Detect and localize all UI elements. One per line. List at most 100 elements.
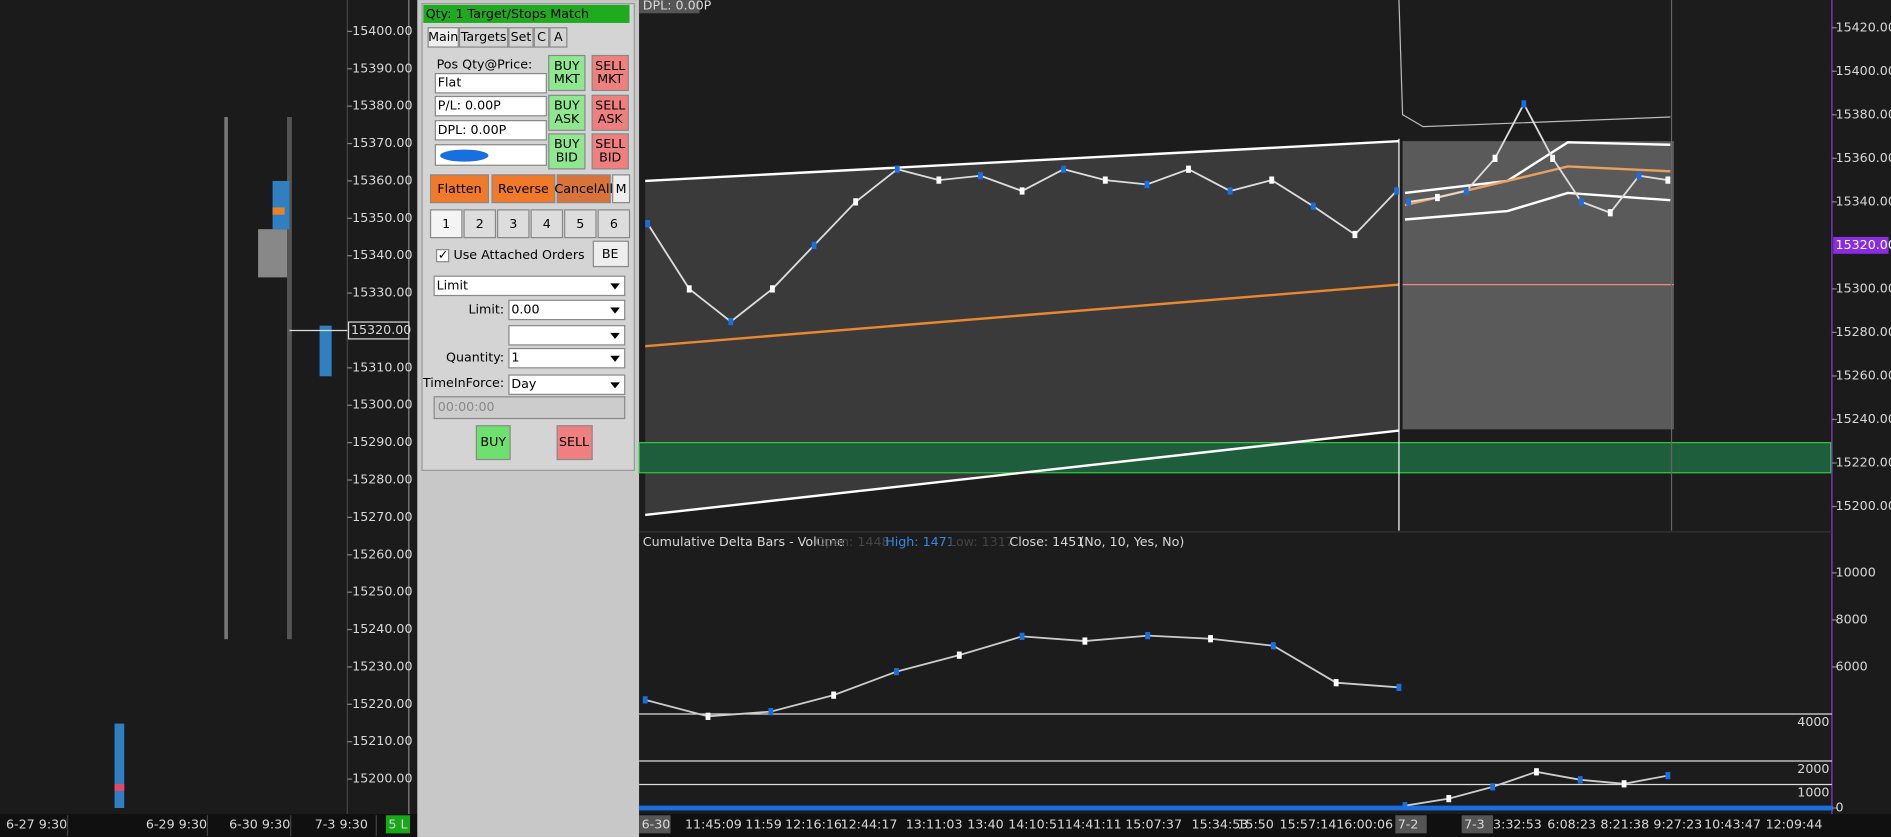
- number-button[interactable]: [496, 209, 530, 239]
- number-button[interactable]: [530, 209, 564, 239]
- order-button-label: SELL: [595, 58, 625, 73]
- dropdown[interactable]: [508, 347, 626, 369]
- y-tick-label: 15260.00: [1836, 367, 1891, 382]
- time-label: 13:40: [967, 816, 1003, 831]
- action-button-label: CancelAll: [554, 181, 613, 196]
- field[interactable]: [434, 72, 547, 94]
- indicator-open: Open: 1448: [815, 534, 889, 549]
- tab[interactable]: [508, 27, 534, 48]
- order-button-label: SELL: [595, 136, 625, 151]
- price-close-bar: [1463, 187, 1469, 195]
- current-price-box: [347, 321, 410, 340]
- order-button[interactable]: [591, 94, 629, 131]
- field[interactable]: [434, 95, 547, 117]
- action-button[interactable]: [556, 174, 611, 204]
- y-tick-label: 15400.00: [352, 23, 412, 38]
- status-badge: [385, 815, 411, 834]
- time-label: 6-30: [642, 816, 671, 831]
- time-label: 11:59: [745, 816, 781, 831]
- date-strip: [0, 814, 418, 837]
- dropdown[interactable]: [508, 299, 626, 321]
- tab[interactable]: [549, 27, 568, 48]
- time-label: 7-3: [1464, 816, 1485, 831]
- time-label: 14:41:11: [1065, 816, 1122, 831]
- price-close-bar: [1550, 154, 1556, 162]
- delta-bar: [1577, 776, 1583, 784]
- y-tick-label: 15310.00: [352, 359, 412, 374]
- price-close-bar: [811, 241, 817, 250]
- price-close-bar: [1394, 187, 1399, 195]
- time-label: 10:43:47: [1704, 816, 1761, 831]
- number-label: 6: [610, 216, 618, 231]
- action-button[interactable]: [429, 174, 490, 204]
- sell-button[interactable]: [556, 425, 593, 461]
- order-button-label: BID: [599, 150, 621, 165]
- dropdown[interactable]: [508, 374, 626, 395]
- number-button[interactable]: [429, 209, 463, 239]
- y-tick-label: 1000: [1797, 784, 1829, 799]
- field-label: Quantity:: [446, 350, 504, 365]
- buy-button[interactable]: [475, 425, 511, 461]
- tab[interactable]: [533, 27, 550, 48]
- number-button[interactable]: [597, 209, 631, 239]
- envelope: [645, 429, 1400, 517]
- order-button[interactable]: [591, 133, 629, 170]
- checkbox[interactable]: [435, 249, 450, 263]
- delta-bar: [1534, 768, 1539, 776]
- delta-bar: [831, 691, 837, 699]
- order-button[interactable]: [548, 133, 586, 170]
- dropdown-value: 1: [511, 350, 519, 365]
- y-tick-label: 15350.00: [352, 210, 412, 225]
- y-tick-label: 15220.00: [352, 696, 412, 711]
- delta-bar: [642, 696, 648, 704]
- number-button[interactable]: [463, 209, 497, 239]
- order-button-label: ASK: [554, 111, 580, 126]
- price-close-bar: [978, 172, 983, 180]
- tab[interactable]: [458, 27, 509, 48]
- action-button-label: Reverse: [498, 181, 549, 196]
- price-close-bar: [645, 220, 651, 228]
- tab-label: C: [537, 29, 546, 44]
- delta-bar: [1145, 632, 1151, 640]
- left-chart-bg: [0, 0, 418, 837]
- number-label: 1: [442, 216, 450, 231]
- y-tick-label: 15400.00: [1836, 63, 1891, 78]
- action-button[interactable]: [612, 174, 631, 204]
- time-value: 00:00:00: [438, 399, 495, 414]
- time-highlight: [1461, 815, 1494, 834]
- profile-bars: [114, 783, 125, 792]
- dropdown-arrow: [610, 355, 620, 362]
- profile-stripe: [287, 117, 292, 640]
- pos-label: Pos Qty@Price:: [437, 57, 533, 72]
- time-field[interactable]: [433, 396, 626, 420]
- y-tick-label: 15420.00: [1836, 19, 1891, 34]
- order-button-label: SELL: [595, 98, 625, 113]
- action-button[interactable]: [491, 174, 556, 204]
- time-label: 16:00:06: [1336, 816, 1393, 831]
- dropdown[interactable]: [433, 275, 626, 297]
- order-button[interactable]: [548, 94, 586, 131]
- y-tick-label: 6000: [1836, 658, 1868, 673]
- y-tick-label: 15260.00: [352, 546, 412, 561]
- y-tick-label: 15250.00: [352, 584, 412, 599]
- delta-bar: [1270, 642, 1276, 650]
- y-tick-label: 15330.00: [352, 285, 412, 300]
- field[interactable]: [434, 120, 547, 141]
- dropdown[interactable]: [508, 325, 626, 346]
- price-close-bar: [1492, 154, 1498, 162]
- number-button[interactable]: [564, 209, 597, 239]
- order-button[interactable]: [548, 54, 586, 92]
- price-close-bar: [1607, 209, 1613, 217]
- current-price-box: [1833, 236, 1889, 254]
- tab[interactable]: [427, 27, 459, 48]
- indicator-close: Close: 1451: [1009, 534, 1084, 549]
- y-tick-label: 15360.00: [1836, 150, 1891, 165]
- price-close-bar: [770, 285, 775, 293]
- order-button[interactable]: [591, 54, 629, 92]
- status: 5 L: [388, 816, 407, 831]
- profile-stripe: [224, 117, 228, 640]
- y-tick-label: 15360.00: [352, 172, 412, 187]
- be-button[interactable]: [592, 240, 629, 268]
